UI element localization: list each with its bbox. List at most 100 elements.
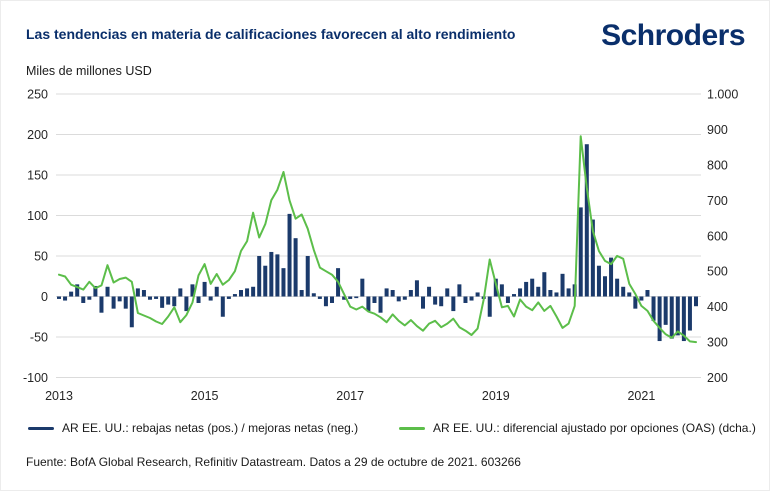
page-title: Las tendencias en materia de calificacio…: [26, 26, 516, 42]
bar: [639, 296, 644, 301]
schroders-logo: Schroders: [601, 19, 745, 52]
bar: [196, 296, 201, 303]
bar: [505, 296, 510, 303]
bar: [269, 251, 274, 297]
left-axis-labels: 250 200 150 100 50 0 -50 -100: [23, 88, 48, 386]
svg-text:2015: 2015: [191, 389, 219, 403]
bar: [178, 288, 183, 297]
bar: [99, 296, 104, 313]
svg-text:50: 50: [34, 250, 48, 264]
bar: [129, 296, 134, 328]
svg-text:250: 250: [27, 88, 48, 102]
bar: [536, 286, 541, 297]
bar: [451, 296, 456, 312]
bar: [675, 296, 680, 336]
bar: [603, 276, 607, 297]
svg-text:2017: 2017: [336, 389, 364, 403]
bar: [457, 284, 462, 297]
bar: [463, 296, 468, 303]
green-line-swatch-icon: [399, 426, 425, 430]
svg-text:100: 100: [27, 209, 48, 223]
bar: [330, 296, 334, 303]
bar: [93, 285, 98, 297]
bar: [627, 292, 632, 297]
source-note: Fuente: BofA Global Research, Refinitiv …: [26, 455, 521, 469]
bar: [590, 219, 595, 297]
svg-text:700: 700: [707, 194, 728, 208]
bar: [166, 296, 171, 305]
combo-chart: 250200150100500-50-1001.0009008007006005…: [23, 88, 738, 404]
bar: [396, 296, 401, 302]
svg-text:200: 200: [707, 371, 728, 385]
chart-legend: AR EE. UU.: rebajas netas (pos.) / mejor…: [1, 421, 769, 441]
bar: [427, 286, 432, 297]
bar: [245, 288, 250, 297]
bar: [342, 296, 347, 300]
bar: [560, 273, 565, 297]
svg-text:900: 900: [707, 123, 728, 137]
svg-text:-50: -50: [30, 331, 48, 345]
bar: [499, 284, 504, 297]
bar: [530, 278, 535, 297]
bar: [566, 288, 571, 297]
bar: [287, 213, 292, 297]
bar: [651, 296, 656, 321]
bar: [220, 296, 225, 317]
svg-text:400: 400: [707, 300, 728, 314]
bar: [105, 286, 110, 297]
bar: [621, 286, 626, 297]
bar: [81, 296, 86, 303]
bar: [184, 296, 189, 312]
bar: [75, 284, 80, 297]
bar: [293, 238, 298, 297]
bar: [615, 278, 620, 297]
bar: [154, 296, 159, 299]
bar: [117, 296, 122, 302]
bar: [311, 293, 316, 297]
legend-item-downgrades: AR EE. UU.: rebajas netas (pos.) / mejor…: [28, 421, 358, 435]
bar: [669, 296, 674, 339]
bar: [202, 281, 207, 297]
bar: [433, 296, 438, 305]
bar: [524, 281, 529, 297]
bar: [578, 207, 583, 297]
bar: [469, 296, 474, 301]
bar: [348, 296, 353, 299]
bar: [232, 294, 237, 297]
bar: [548, 290, 553, 297]
bar: [281, 268, 286, 297]
legend-label-oas: AR EE. UU.: diferencial ajustado por opc…: [433, 421, 756, 435]
bar: [609, 257, 614, 297]
bar: [408, 290, 413, 297]
bar: [214, 286, 219, 297]
bar: [190, 284, 195, 297]
bar: [354, 296, 359, 299]
gridlines: [56, 93, 701, 378]
bar: [239, 290, 243, 297]
bar: [299, 290, 304, 297]
bar: [366, 296, 371, 312]
svg-text:-100: -100: [23, 371, 48, 385]
bar: [69, 291, 74, 297]
bar: [208, 296, 213, 301]
svg-text:2013: 2013: [45, 389, 73, 403]
bar: [378, 296, 383, 313]
bar: [111, 296, 116, 309]
bar: [657, 296, 662, 342]
bar: [323, 296, 328, 307]
x-axis-labels: 2013 2015 2017 2019 2021: [45, 389, 655, 403]
bar: [123, 296, 128, 309]
bar: [542, 272, 547, 297]
bar: [445, 288, 450, 297]
bar: [439, 296, 444, 307]
navy-line-swatch-icon: [28, 426, 54, 430]
bar: [414, 280, 419, 297]
bar: [421, 296, 425, 309]
bar: [317, 296, 322, 299]
bar: [687, 296, 692, 331]
left-axis-title: Miles de millones USD: [26, 64, 152, 78]
bar: [257, 256, 262, 297]
svg-text:0: 0: [41, 290, 48, 304]
bar: [645, 290, 650, 297]
